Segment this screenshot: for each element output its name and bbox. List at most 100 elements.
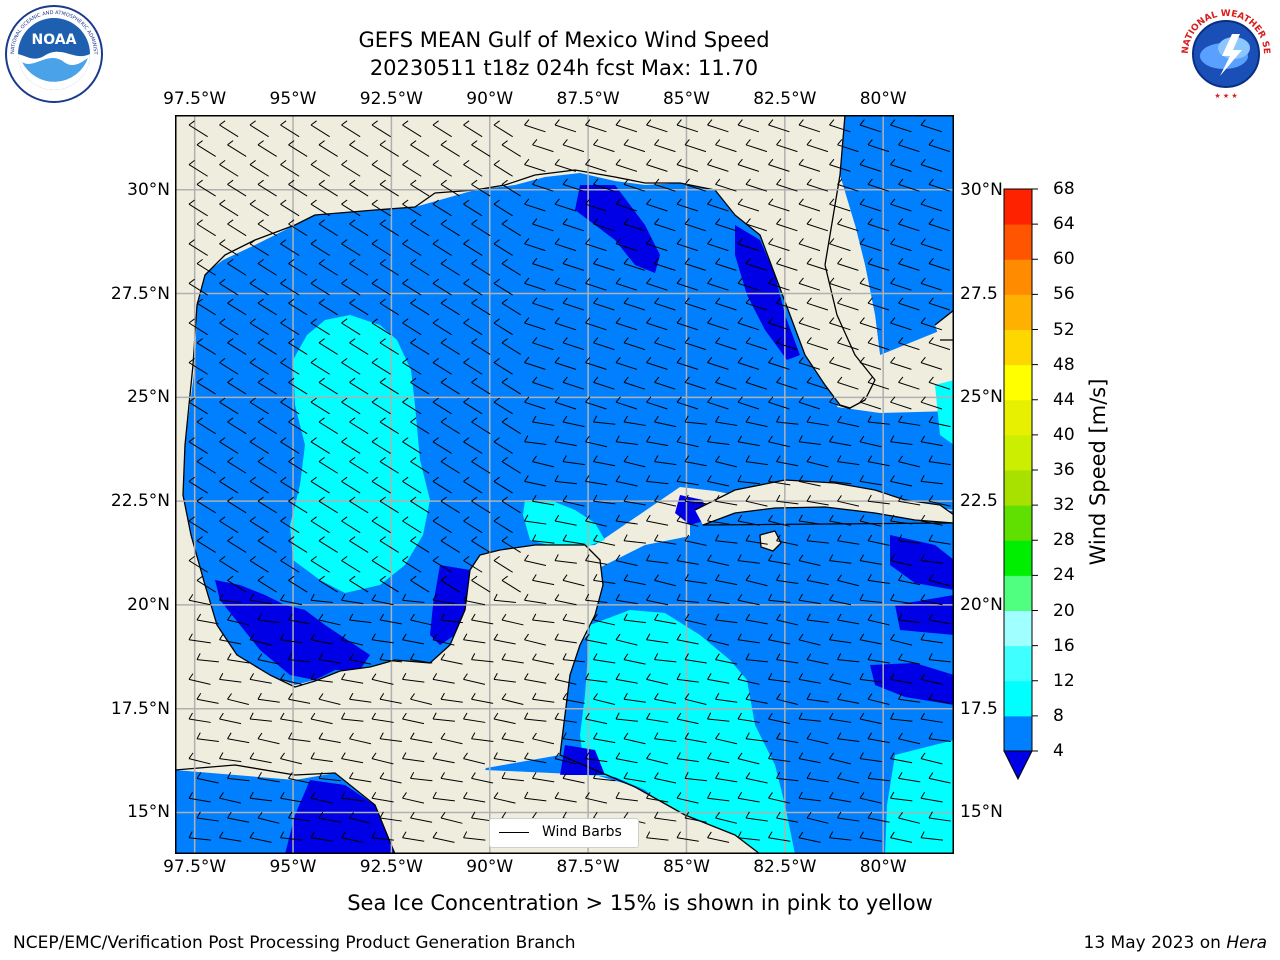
wind-barb <box>280 560 300 573</box>
wind-barb-flag <box>280 556 287 562</box>
wind-barb-flag <box>349 536 356 542</box>
wind-barb-flag <box>493 437 500 443</box>
wind-barb-flag <box>615 356 621 363</box>
wind-barb <box>806 738 829 745</box>
wind-barb-flag <box>463 712 468 720</box>
wind-barb-flag <box>562 811 567 819</box>
wind-barb <box>646 837 669 841</box>
wind-barb <box>684 540 707 546</box>
wind-barb-flag <box>371 160 378 166</box>
wind-barb-flag <box>615 277 621 284</box>
wind-barb-flag <box>341 239 348 245</box>
wind-0-4-honduras <box>560 745 605 775</box>
lon-tick-label: 92.5°W <box>359 857 423 877</box>
wind-barb <box>623 461 646 468</box>
wind-barb <box>341 599 364 605</box>
wind-barb <box>371 243 391 256</box>
wind-barb-flag <box>410 377 417 383</box>
wind-barb <box>837 777 860 784</box>
wind-barb-flag <box>532 415 537 423</box>
wind-barb <box>440 817 463 824</box>
wind-barb <box>920 322 943 331</box>
wind-barb <box>829 718 852 723</box>
wind-barb <box>898 500 921 506</box>
wind-barb-flag <box>859 435 865 443</box>
wind-barb <box>432 520 452 534</box>
wind-barb <box>554 401 577 410</box>
wind-barb-flag <box>593 297 599 304</box>
wind-barb-flag <box>524 396 530 403</box>
wind-barb-flag <box>920 712 925 720</box>
wind-barb <box>593 223 615 232</box>
wind-barb-flag <box>257 140 264 146</box>
wind-barb <box>471 302 491 316</box>
wind-barb-flag <box>920 238 926 245</box>
wind-barb-flag <box>310 593 315 601</box>
wind-barb-flag <box>463 278 470 284</box>
wind-barb-flag <box>432 673 438 680</box>
wind-barb-flag <box>532 218 538 225</box>
wind-barb <box>249 678 272 684</box>
wind-barb <box>310 599 333 603</box>
wind-barb-flag <box>837 772 842 779</box>
wind-barb-flag <box>219 712 224 720</box>
wind-barb-flag <box>623 218 629 225</box>
wind-barb-flag <box>371 358 378 364</box>
wind-barb <box>684 500 707 505</box>
wind-barb <box>798 164 821 172</box>
wind-barb-flag <box>280 791 285 799</box>
wind-barb-flag <box>471 259 478 265</box>
wind-barb <box>227 342 247 355</box>
wind-barb <box>554 480 577 485</box>
wind-barb <box>745 421 768 428</box>
wind-barb-flag <box>737 119 743 126</box>
wind-barb <box>615 797 638 802</box>
wind-barb <box>890 441 913 445</box>
wind-barb-flag <box>257 259 264 265</box>
wind-barb-flag <box>707 514 712 522</box>
map-title: GEFS MEAN Gulf of Mexico Wind Speed <box>358 28 770 52</box>
wind-barb-flag <box>776 455 781 462</box>
wind-barb <box>898 342 920 351</box>
wind-barb-flag <box>288 417 295 423</box>
wind-barb <box>562 738 585 742</box>
lat-tick-label: 17.5°N <box>110 698 170 719</box>
wind-barb <box>768 797 791 804</box>
footer-branch: NCEP/EMC/Verification Post Processing Pr… <box>13 933 576 953</box>
wind-barb-flag <box>707 791 712 799</box>
wind-barb <box>859 639 882 645</box>
wind-barb-flag <box>654 495 659 502</box>
wind-barb <box>288 461 308 474</box>
wind-barb <box>715 381 737 390</box>
wind-barb <box>585 639 608 645</box>
wind-barb <box>562 619 585 625</box>
wind-barb-flag <box>501 259 508 265</box>
wind-barb <box>798 560 821 567</box>
wind-barb-flag <box>684 574 689 581</box>
wind-barb-flag <box>585 158 591 165</box>
wind-barb-flag <box>257 298 264 304</box>
wind-barb <box>280 678 303 685</box>
wind-barb <box>623 540 646 544</box>
wind-barb <box>310 678 333 683</box>
wind-barb <box>928 223 951 232</box>
wind-barb <box>623 342 646 351</box>
wind-barb <box>684 342 707 351</box>
wind-barb-flag <box>341 673 346 680</box>
wind-barb-flag <box>829 633 834 641</box>
wind-barb-flag <box>593 415 598 423</box>
wind-barb-flag <box>471 732 476 740</box>
wind-barb <box>715 619 738 624</box>
wind-barb-flag <box>798 712 803 720</box>
wind-barb-flag <box>318 536 325 542</box>
wind-barb-flag <box>440 772 445 779</box>
wind-barb-flag <box>402 752 407 759</box>
wind-barb <box>318 817 341 823</box>
wind-barb-flag <box>318 613 324 621</box>
wind-barb <box>623 777 646 783</box>
wind-barb <box>402 599 425 603</box>
wind-barb-flag <box>715 257 721 264</box>
wind-barb-flag <box>341 831 346 839</box>
colorbar-tick-label: 4 <box>1053 741 1064 761</box>
wind-barb <box>318 777 341 782</box>
